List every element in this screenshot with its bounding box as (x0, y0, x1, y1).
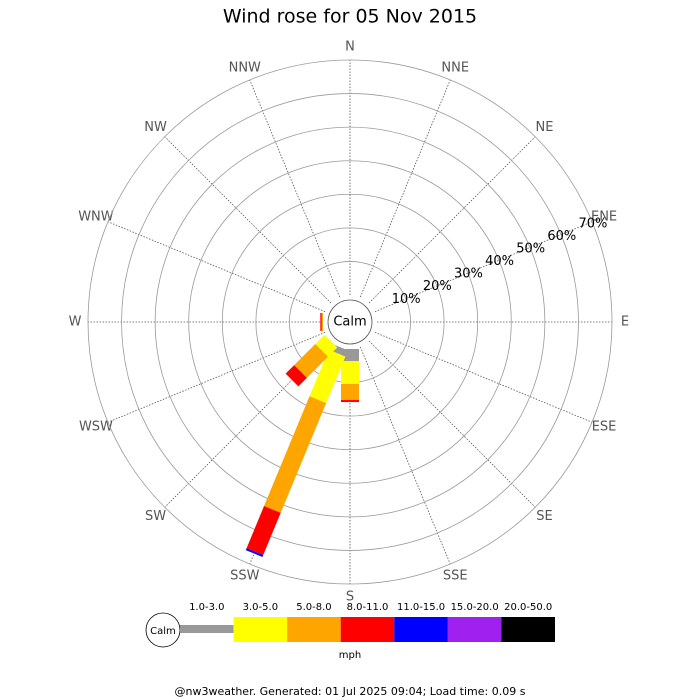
direction-label: SW (145, 509, 166, 524)
calm-label: Calm (333, 315, 366, 330)
legend-swatch (233, 617, 288, 642)
spoke (368, 136, 536, 304)
ring-label: 30% (454, 267, 483, 282)
direction-label: WNW (78, 209, 114, 224)
bar-segment (245, 548, 264, 557)
ring-label: 60% (547, 229, 576, 244)
bar-segment (320, 313, 322, 331)
bar-segment (285, 365, 307, 387)
spoke (374, 331, 593, 423)
calm-circle (327, 299, 373, 345)
legend-label: 8.0-11.0 (347, 602, 389, 613)
legend-label: 15.0-20.0 (451, 602, 499, 613)
spoke (107, 331, 326, 423)
legend-label: 11.0-15.0 (397, 602, 445, 613)
ring-label: 70% (578, 216, 607, 231)
direction-label: WSW (79, 420, 113, 435)
direction-label: W (69, 315, 82, 330)
grid-ring (121, 93, 579, 551)
legend-swatch (180, 625, 234, 633)
footer: @nw3weather. Generated: 01 Jul 2025 09:0… (175, 685, 526, 698)
direction-label: NE (535, 120, 553, 135)
ring-label: 10% (392, 292, 421, 307)
legend-label: 1.0-3.0 (189, 602, 224, 613)
direction-label: N (345, 40, 355, 55)
legend-swatch (287, 617, 341, 642)
legend-units: mph (339, 650, 361, 661)
bar-segment (309, 349, 346, 404)
direction-label: E (621, 315, 629, 330)
legend-swatch (394, 617, 448, 642)
spoke (249, 79, 341, 298)
spoke (359, 346, 451, 565)
spoke (368, 340, 536, 508)
direction-label: SSW (230, 569, 260, 584)
grid-ring (221, 193, 479, 451)
legend-swatch (501, 617, 555, 642)
bar-segment (341, 400, 359, 403)
legend-label: 5.0-8.0 (296, 602, 331, 613)
ring-label: 40% (485, 254, 514, 269)
spoke (374, 221, 593, 313)
grid-ring (87, 59, 613, 585)
bar-segment (341, 361, 359, 384)
ring-label: 50% (516, 242, 545, 257)
grid-ring (255, 227, 445, 417)
bar-segment (315, 334, 338, 357)
legend-label: 3.0-5.0 (243, 602, 278, 613)
bar-segment (246, 506, 281, 556)
direction-label: S (346, 590, 354, 605)
legend-swatch (447, 617, 502, 642)
direction-label: ESE (592, 420, 617, 435)
legend-swatch (340, 617, 395, 642)
legend-label: 20.0-50.0 (504, 602, 552, 613)
direction-label: SE (536, 509, 552, 524)
bar-segment (294, 343, 329, 378)
bar-segment (264, 396, 327, 513)
grid-ring (188, 160, 512, 484)
chart-title: Wind rose for 05 Nov 2015 (223, 6, 477, 28)
direction-label: SSE (443, 569, 468, 584)
bar-segment (321, 313, 323, 331)
legend-calm-label: Calm (150, 626, 176, 637)
grid-ring (154, 126, 546, 518)
spoke (107, 221, 326, 313)
direction-label: NNE (441, 60, 469, 75)
ring-label: 20% (423, 279, 452, 294)
bar-segment (341, 383, 359, 401)
spoke (164, 136, 332, 304)
spoke (359, 79, 451, 298)
direction-label: ENE (591, 209, 617, 224)
direction-label: NW (144, 120, 167, 135)
direction-label: NNW (229, 60, 261, 75)
